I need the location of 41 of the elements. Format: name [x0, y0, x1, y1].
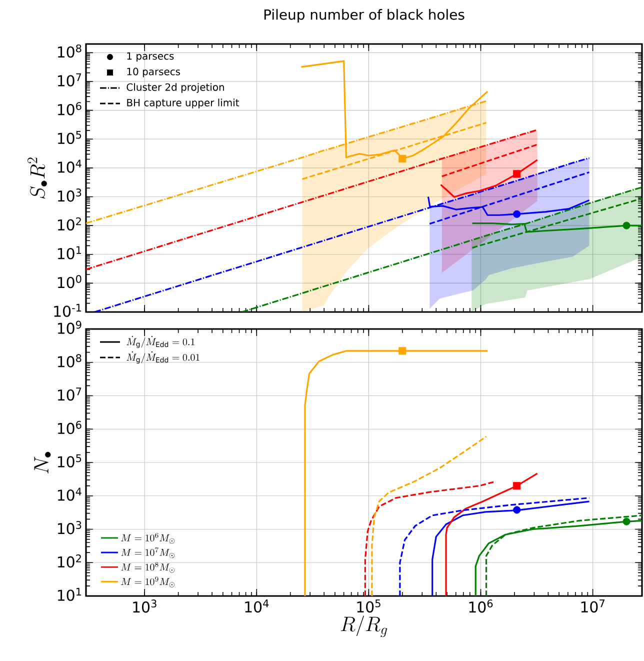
y-axis-title: $S_{\bullet} R^{2}$: [28, 158, 47, 199]
annotation: 1 parsecs: [127, 52, 174, 62]
point: [513, 170, 521, 178]
y-tick-label: 10$^{0}$: [58, 274, 82, 288]
y-tick-label: 10$^{8}$: [58, 354, 82, 368]
point: [622, 222, 630, 230]
y-tick-label: 10$^{3}$: [58, 521, 82, 534]
y-tick-label: 10$^{3}$: [58, 188, 82, 202]
y-tick-label: 10$^{4}$: [58, 488, 82, 501]
legend-label: $M = 10^{9} M_{\odot}$: [121, 576, 175, 588]
y-tick-label: 10$^{1}$: [58, 588, 82, 601]
y-tick-label: 10$^{1}$: [58, 246, 82, 260]
annotation: 10 parsecs: [127, 68, 180, 78]
y-axis-title: $N_{\bullet}$: [34, 452, 51, 474]
y-tick-label: 10$^{5}$: [58, 130, 82, 144]
y-tick-label: 10$^{5}$: [58, 454, 82, 468]
x-axis-title: $R/R_{g}$: [340, 616, 388, 638]
y-tick-label: 10$^{6}$: [58, 102, 82, 116]
y-tick-label: 10$^{8}$: [58, 44, 82, 58]
x-tick-label: 10$^{3}$: [133, 600, 156, 613]
y-tick-label: 10$^{2}$: [58, 554, 81, 568]
x-tick-label: 10$^{5}$: [357, 600, 380, 613]
x-tick-label: 10$^{7}$: [581, 600, 604, 613]
y-tick-label: 10$^{4}$: [58, 160, 82, 173]
chart-title: Pileup number of black holes: [264, 9, 464, 23]
annotation: $\dot{M}_{\rm g}/\dot{M}_{\rm Edd} = 0.1$: [126, 336, 194, 348]
y-tick-label: 10$^{2}$: [58, 217, 81, 231]
annotation: $\dot{M}_{\rm g}/\dot{M}_{\rm Edd} = 0.01$: [126, 351, 200, 364]
legend-label: $M = 10^{7} M_{\odot}$: [121, 547, 175, 558]
legend-label: $M = 10^{6} M_{\odot}$: [121, 532, 175, 544]
legend-label: $M = 10^{8} M_{\odot}$: [121, 562, 175, 573]
point: [513, 210, 521, 218]
y-tick-label: 10$^{6}$: [58, 420, 82, 434]
annotation: Cluster 2d projetion: [126, 83, 224, 93]
y-tick-label: 10$^{9}$: [58, 320, 82, 334]
y-tick-label: 10$^{7}$: [58, 388, 82, 401]
x-tick-label: 10$^{6}$: [469, 600, 493, 613]
y-tick-label: 10$^{-1}$: [54, 304, 82, 317]
x-tick-label: 10$^{4}$: [245, 600, 269, 613]
annotation: BH capture upper limit: [127, 98, 240, 108]
y-tick-label: 10$^{7}$: [58, 73, 82, 86]
